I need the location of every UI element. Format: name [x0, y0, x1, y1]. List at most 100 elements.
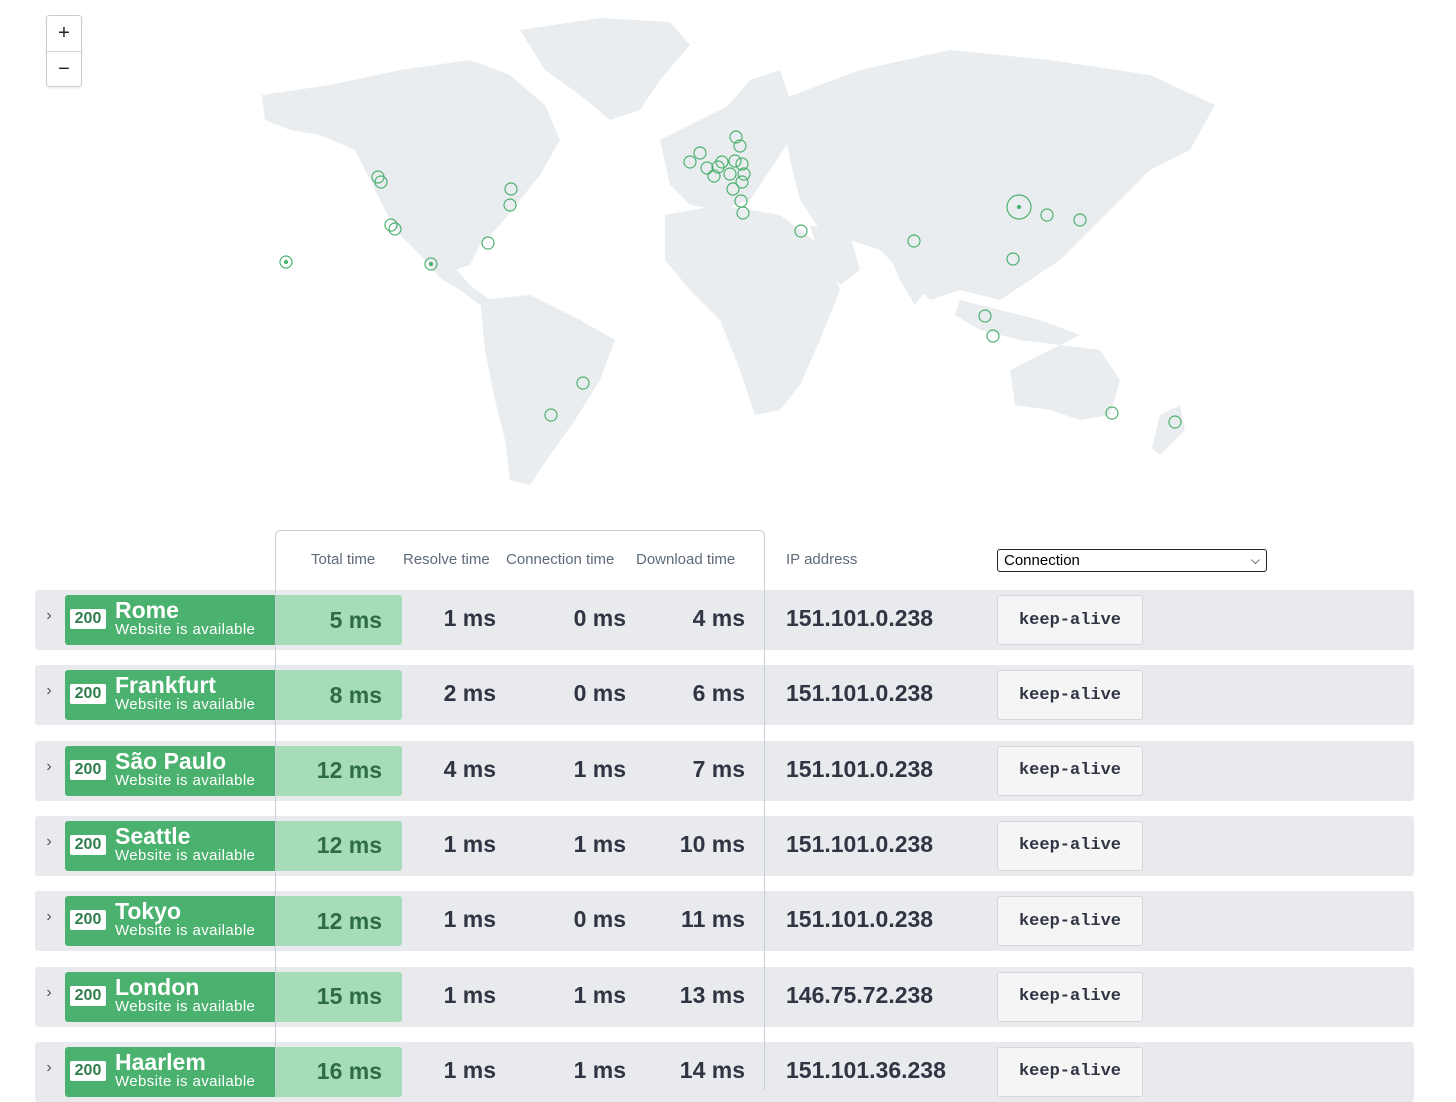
header-connection-time[interactable]: Connection time	[506, 551, 615, 568]
availability-text: Website is available	[115, 1072, 256, 1090]
connection-time-cell: 0 ms	[573, 906, 626, 933]
chevron-right-icon[interactable]: ›	[46, 983, 52, 1001]
resolve-time-cell: 1 ms	[443, 981, 496, 1008]
resolve-time-cell: 1 ms	[443, 830, 496, 857]
resolve-time-cell: 1 ms	[443, 1056, 496, 1083]
chevron-right-icon[interactable]: ›	[46, 682, 52, 700]
header-resolve-time[interactable]: Resolve time	[403, 551, 490, 568]
resolve-time-cell: 1 ms	[443, 906, 496, 933]
chevron-right-icon[interactable]: ›	[46, 757, 52, 775]
download-time-cell: 7 ms	[692, 755, 745, 782]
marker-australia	[1105, 406, 1119, 420]
ip-address-cell: 151.101.0.238	[786, 830, 934, 857]
marker-california	[384, 218, 402, 236]
download-time-cell: 13 ms	[679, 981, 745, 1008]
total-time-cell: 12 ms	[275, 745, 402, 796]
zoom-control: + −	[46, 15, 82, 87]
marker-sao-paulo	[544, 376, 590, 422]
header-ip-address[interactable]: IP address	[786, 551, 858, 568]
total-time-cell: 12 ms	[275, 896, 402, 947]
availability-text: Website is available	[115, 621, 256, 638]
total-time-cell: 16 ms	[275, 1046, 402, 1097]
resolve-time-cell: 4 ms	[443, 755, 496, 782]
availability-text: Website is available	[115, 771, 256, 789]
marker-seattle	[371, 170, 388, 189]
location-cell: 200 Tokyo Website is available	[65, 896, 275, 947]
location-cell: 200 Seattle Website is available	[65, 820, 275, 871]
connection-time-cell: 1 ms	[573, 1056, 626, 1083]
column-select[interactable]: Connection ⌵	[997, 549, 1267, 572]
ip-address-cell: 151.101.36.238	[786, 1056, 946, 1083]
connection-time-cell: 0 ms	[573, 605, 626, 631]
chevron-right-icon[interactable]: ›	[46, 1058, 52, 1076]
table-row[interactable]: › 200 London Website is available 15 ms …	[35, 966, 1414, 1027]
table-row[interactable]: › 200 Haarlem Website is available 16 ms…	[35, 1041, 1414, 1102]
chevron-right-icon[interactable]: ›	[46, 908, 52, 926]
connection-badge: keep-alive	[997, 1046, 1143, 1097]
availability-text: Website is available	[115, 696, 256, 714]
location-markers	[279, 130, 1182, 429]
connection-badge: keep-alive	[997, 896, 1143, 947]
availability-text: Website is available	[115, 997, 256, 1015]
resolve-time-cell: 1 ms	[443, 605, 496, 631]
total-time-cell: 15 ms	[275, 971, 402, 1022]
chevron-down-icon: ⌵	[1250, 553, 1260, 567]
marker-europe	[683, 130, 751, 220]
marker-new-zealand	[1168, 415, 1182, 429]
total-time-cell: 12 ms	[275, 820, 402, 871]
status-code-badge: 200	[70, 684, 106, 705]
world-map-svg	[262, 18, 1215, 485]
marker-mexico	[424, 257, 438, 271]
availability-text: Website is available	[115, 846, 256, 864]
marker-china	[1006, 194, 1054, 266]
connection-badge: keep-alive	[997, 745, 1143, 796]
marker-hawaii	[279, 255, 293, 269]
chevron-right-icon[interactable]: ›	[46, 607, 52, 624]
download-time-cell: 11 ms	[681, 906, 745, 933]
ip-address-cell: 146.75.72.238	[786, 981, 934, 1008]
city-name: Rome	[115, 597, 179, 623]
status-code-badge: 200	[70, 834, 106, 855]
download-time-cell: 10 ms	[679, 830, 745, 857]
zoom-out-button[interactable]: −	[47, 51, 81, 86]
table-row[interactable]: › 200 Rome Website is available 5 ms 1 m…	[35, 590, 1414, 650]
city-name: London	[115, 973, 200, 1000]
availability-text: Website is available	[115, 922, 256, 940]
ip-address-cell: 151.101.0.238	[786, 605, 934, 631]
connection-time-cell: 1 ms	[573, 981, 626, 1008]
download-time-cell: 4 ms	[692, 605, 745, 631]
city-name: São Paulo	[115, 747, 227, 774]
zoom-in-button[interactable]: +	[58, 22, 70, 44]
status-code-badge: 200	[70, 759, 106, 780]
status-code-badge: 200	[70, 910, 106, 931]
download-time-cell: 6 ms	[692, 680, 745, 707]
column-select-value: Connection	[1004, 552, 1080, 569]
ip-address-cell: 151.101.0.238	[786, 680, 934, 707]
total-time-cell: 8 ms	[275, 670, 402, 721]
map-landmasses	[262, 18, 1215, 485]
connection-badge: keep-alive	[997, 820, 1143, 871]
table-row[interactable]: › 200 Tokyo Website is available 12 ms 1…	[35, 891, 1414, 952]
location-cell: 200 Frankfurt Website is available	[65, 670, 275, 721]
header-total-time[interactable]: Total time	[311, 551, 376, 568]
chevron-right-icon[interactable]: ›	[46, 832, 52, 850]
city-name: Tokyo	[115, 898, 182, 925]
city-name: Frankfurt	[115, 672, 216, 699]
table-row[interactable]: › 200 Frankfurt Website is available 8 m…	[35, 665, 1414, 726]
connection-badge: keep-alive	[997, 670, 1143, 721]
location-cell: 200 Rome Website is available	[65, 595, 275, 645]
world-map[interactable]: + −	[0, 0, 1456, 500]
marker-tokyo	[1073, 213, 1087, 227]
status-code-badge: 200	[70, 1060, 106, 1081]
header-download-time[interactable]: Download time	[636, 551, 736, 568]
location-cell: 200 London Website is available	[65, 971, 275, 1022]
marker-india	[907, 234, 921, 248]
table-row[interactable]: › 200 São Paulo Website is available 12 …	[35, 740, 1414, 801]
location-cell: 200 São Paulo Website is available	[65, 745, 275, 796]
resolve-time-cell: 2 ms	[443, 680, 496, 707]
ip-address-cell: 151.101.0.238	[786, 755, 934, 782]
total-time-cell: 5 ms	[275, 595, 402, 645]
marker-singapore	[978, 309, 1000, 343]
marker-middle-east	[794, 224, 808, 238]
table-row[interactable]: › 200 Seattle Website is available 12 ms…	[35, 815, 1414, 876]
